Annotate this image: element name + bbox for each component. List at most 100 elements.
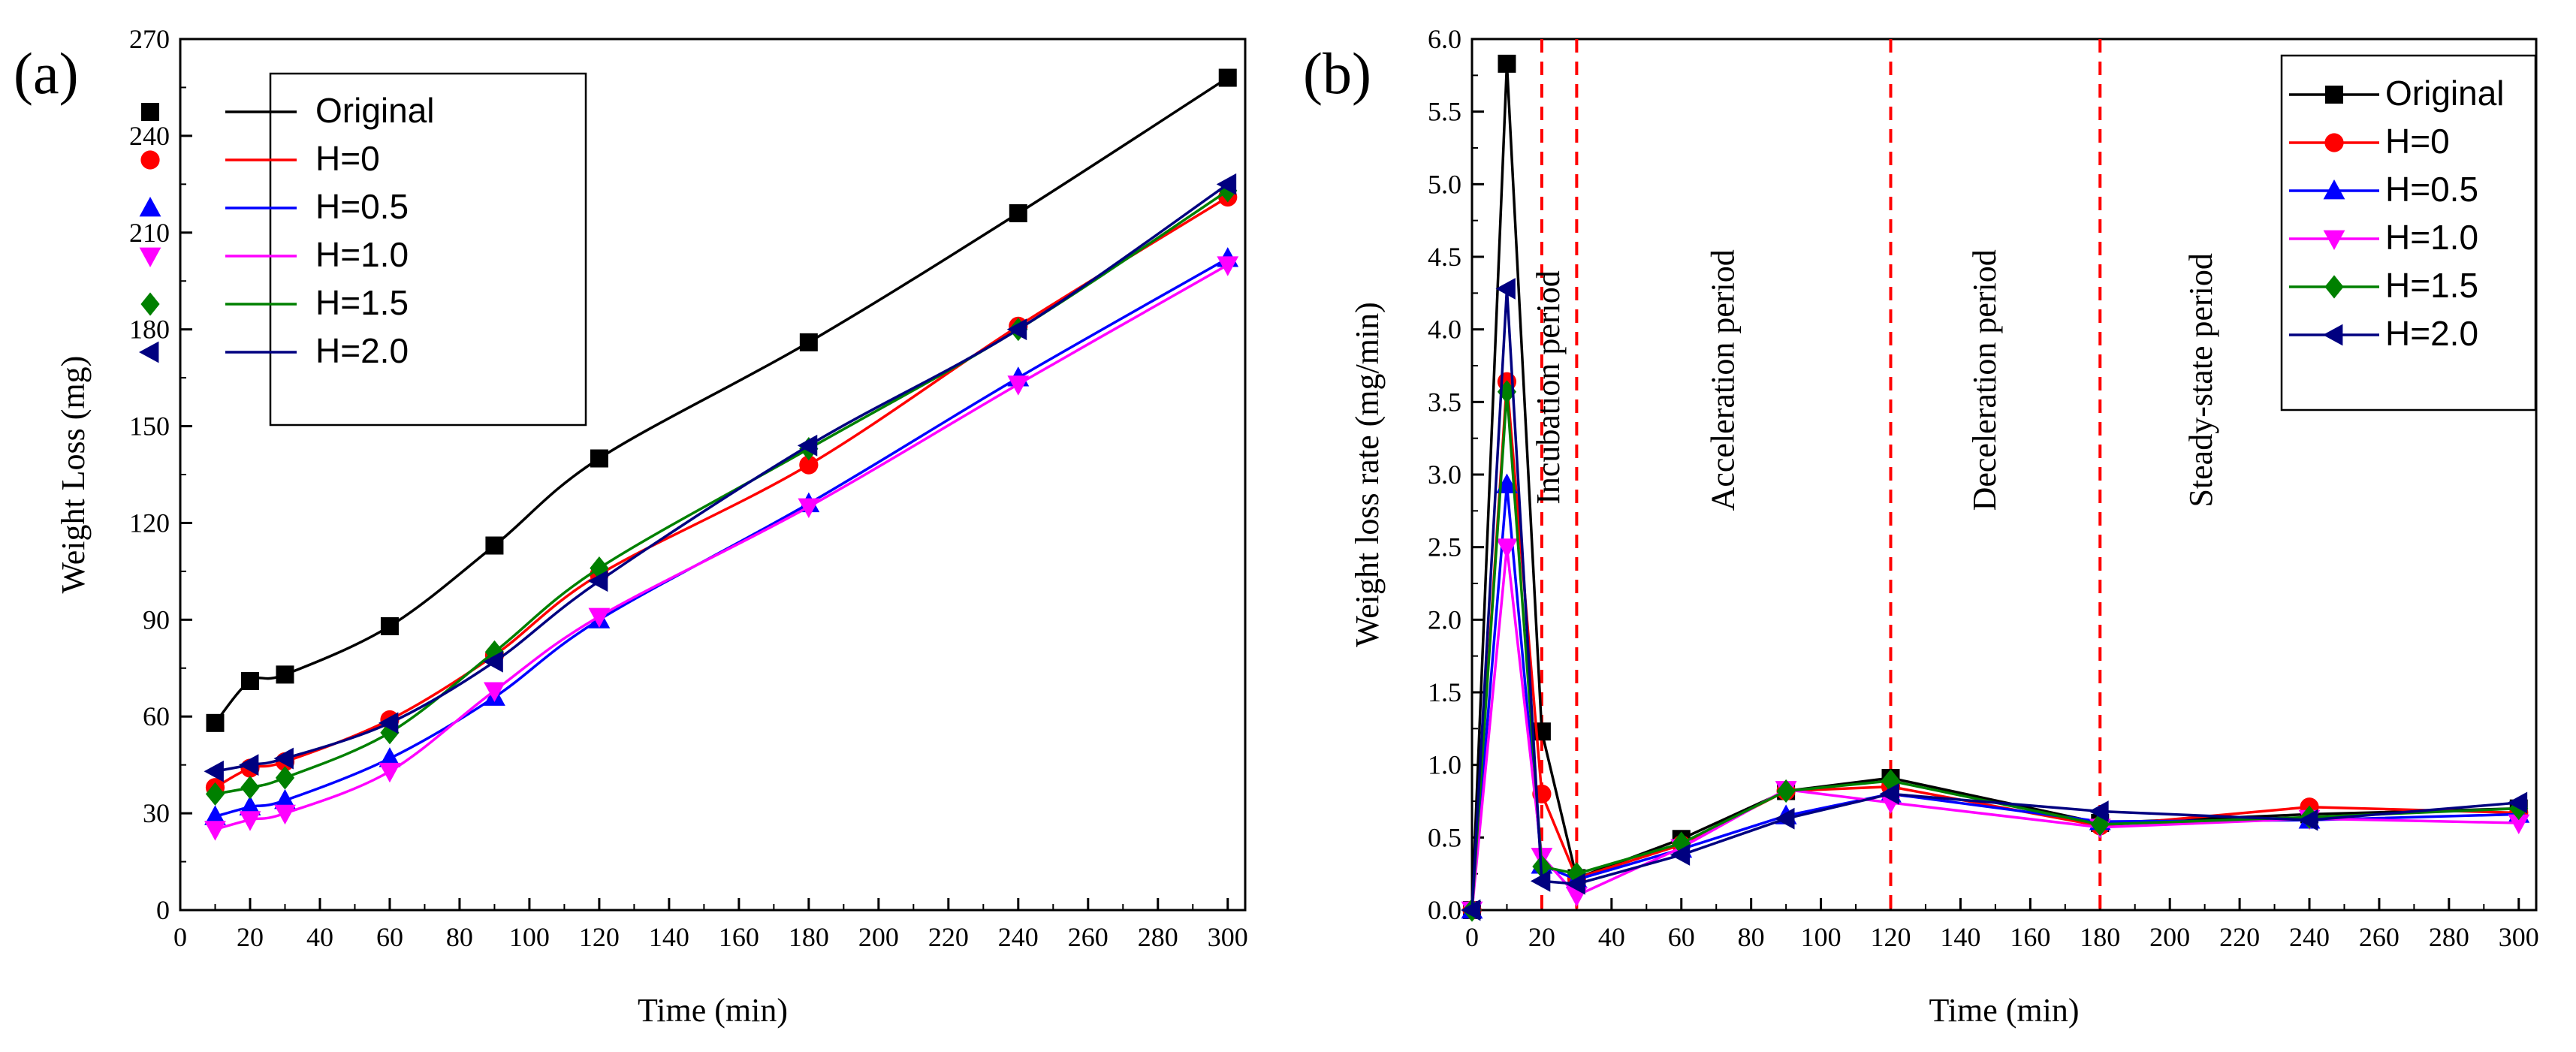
panel-a-data-point: [1007, 375, 1030, 396]
panel-b-series-line: [1470, 484, 2519, 911]
panel-b-data-point: [2298, 809, 2318, 831]
panel-b-x-tick-label: 300: [2499, 922, 2539, 952]
panel-a-legend-marker: [141, 103, 159, 121]
panel-a-x-tick-label: 300: [1208, 922, 1248, 952]
panel-a-data-point: [239, 795, 261, 815]
panel-b-legend-entry: H=0.5: [2385, 170, 2478, 209]
panel-b-data-point: [2508, 814, 2530, 834]
panel-a-data-point: [273, 747, 294, 770]
panel-a-data-point: [274, 804, 296, 825]
panel-b-y-tick-label: 0.5: [1428, 822, 1461, 852]
panel-a-y-tick-label: 0: [156, 895, 170, 925]
panel-a-data-point: [484, 640, 505, 664]
panel-b-x-tick-label: 120: [1871, 922, 1911, 952]
panel-a-x-tick-label: 240: [998, 922, 1039, 952]
panel-a-series-h-1-0: [204, 256, 1239, 841]
panel-a-data-point: [378, 712, 399, 734]
panel-b-y-tick-label: 2.5: [1428, 532, 1461, 562]
panel-b-legend-entry: H=1.5: [2385, 266, 2478, 305]
panel-b-x-tick-label: 260: [2359, 922, 2400, 952]
panel-a-data-point: [379, 747, 401, 767]
panel-a-legend-entry: H=1.5: [315, 283, 409, 322]
panel-b-data-point: [1530, 870, 1551, 892]
panel-b-period-label: Steady-state period: [2182, 253, 2219, 507]
panel-a-data-point: [1009, 204, 1027, 222]
panel-a-x-tick-label: 260: [1068, 922, 1109, 952]
panel-b-x-tick-label: 20: [1528, 922, 1555, 952]
panel-b-x-tick-label: 240: [2289, 922, 2330, 952]
panel-b-x-tick-label: 140: [1940, 922, 1980, 952]
panel-a-x-tick-label: 140: [649, 922, 689, 952]
panel-a-x-tick-label: 0: [173, 922, 187, 952]
panel-a-data-point: [204, 760, 224, 782]
panel-b-data-point: [1670, 844, 1691, 866]
panel-a-y-tick-label: 30: [143, 798, 170, 828]
panel-a-data-point: [275, 766, 295, 790]
panel-b-data-point: [1461, 899, 1481, 921]
panel-a-x-tick-label: 220: [928, 922, 969, 952]
panel-a-data-point: [1216, 173, 1237, 195]
panel-b-series-line: [1470, 288, 2519, 911]
panel-a-y-tick-label: 210: [129, 218, 170, 248]
panel-b-period-label: Incubation period: [1530, 270, 1567, 505]
panel-a-data-point: [206, 713, 225, 732]
panel-b-series-h-0-5: [1461, 473, 2530, 919]
panel-a: (a) Time (min) Weight Loss (mg) 0 20 40 60 8…: [14, 24, 1248, 1029]
panel-b-y-tick-label: 2.0: [1428, 604, 1461, 635]
panel-b-period-label: Acceleration period: [1704, 249, 1741, 511]
panel-b-period-label: Deceleration period: [1966, 249, 2003, 511]
panel-a-x-tick-label: 280: [1138, 922, 1178, 952]
panel-b-series-line: [1470, 391, 2519, 911]
panel-b-y-tick-label: 5.0: [1428, 169, 1461, 199]
panel-b-x-tick-label: 40: [1598, 922, 1625, 952]
panel-a-y-axis-title: Weight Loss (mg): [55, 356, 92, 594]
panel-a-series-original: [206, 68, 1237, 732]
panel-a-legend-marker: [139, 197, 161, 217]
panel-b-x-tick-label: 280: [2429, 922, 2469, 952]
panel-a-data-point: [204, 805, 226, 825]
panel-a-y-tick-label: 60: [143, 701, 170, 731]
panel-a-data-point: [1006, 318, 1027, 341]
panel-a-y-tick-label: 270: [129, 24, 170, 54]
panel-a-x-tick-label: 120: [579, 922, 620, 952]
panel-a-data-point: [238, 754, 259, 776]
panel-b: (b) Time (min) Weight loss rate (mg/min)…: [1303, 24, 2539, 1029]
panel-a-y-tick-label: 150: [129, 411, 170, 442]
panel-b-y-tick-label: 0.0: [1428, 895, 1461, 925]
panel-a-data-point: [380, 721, 400, 745]
panel-b-series-h-2-0: [1461, 278, 2528, 921]
panel-b-legend-marker: [2324, 133, 2344, 152]
panel-a-x-tick-label: 20: [237, 922, 264, 952]
panel-a-legend-marker: [139, 341, 159, 363]
panel-b-data-point: [1879, 782, 1899, 805]
panel-a-x-tick-label: 60: [376, 922, 403, 952]
panel-a-data-point: [380, 616, 399, 635]
panel-b-series-line: [1470, 547, 2519, 911]
panel-b-x-tick-label: 80: [1738, 922, 1765, 952]
panel-b-data-point: [1776, 779, 1796, 803]
panel-b-y-tick-label: 4.5: [1428, 242, 1461, 272]
panel-b-x-tick-label: 0: [1465, 922, 1479, 952]
panel-a-legend-marker: [140, 292, 160, 316]
panel-b-y-tick-label: 1.0: [1428, 750, 1461, 780]
panel-a-data-point: [274, 788, 296, 809]
panel-b-y-axis-title: Weight loss rate (mg/min): [1349, 302, 1386, 647]
panel-a-data-point: [483, 650, 503, 673]
panel-a-data-point: [276, 665, 294, 684]
panel-a-data-point: [484, 682, 505, 702]
panel-b-y-tick-label: 5.5: [1428, 97, 1461, 127]
panel-b-data-point: [1495, 278, 1516, 300]
panel-b-legend-marker: [2323, 179, 2345, 200]
panel-a-legend-entry: H=0: [315, 139, 380, 178]
panel-a-data-point: [797, 434, 818, 457]
panel-a-data-point: [798, 498, 820, 518]
panel-a-legend-marker: [139, 247, 161, 267]
panel-a-label: (a): [14, 41, 79, 106]
panel-b-legend-marker: [2325, 86, 2343, 104]
panel-a-x-tick-label: 100: [509, 922, 550, 952]
panel-a-legend: Original H=0 H=0.5 H=1.0 H=1.5 H=2.0: [139, 72, 587, 427]
panel-b-y-tick-label: 3.0: [1428, 460, 1461, 490]
panel-a-data-point: [799, 333, 818, 351]
panel-b-legend-marker: [2323, 324, 2343, 346]
panel-a-legend-entry: H=0.5: [315, 187, 409, 226]
